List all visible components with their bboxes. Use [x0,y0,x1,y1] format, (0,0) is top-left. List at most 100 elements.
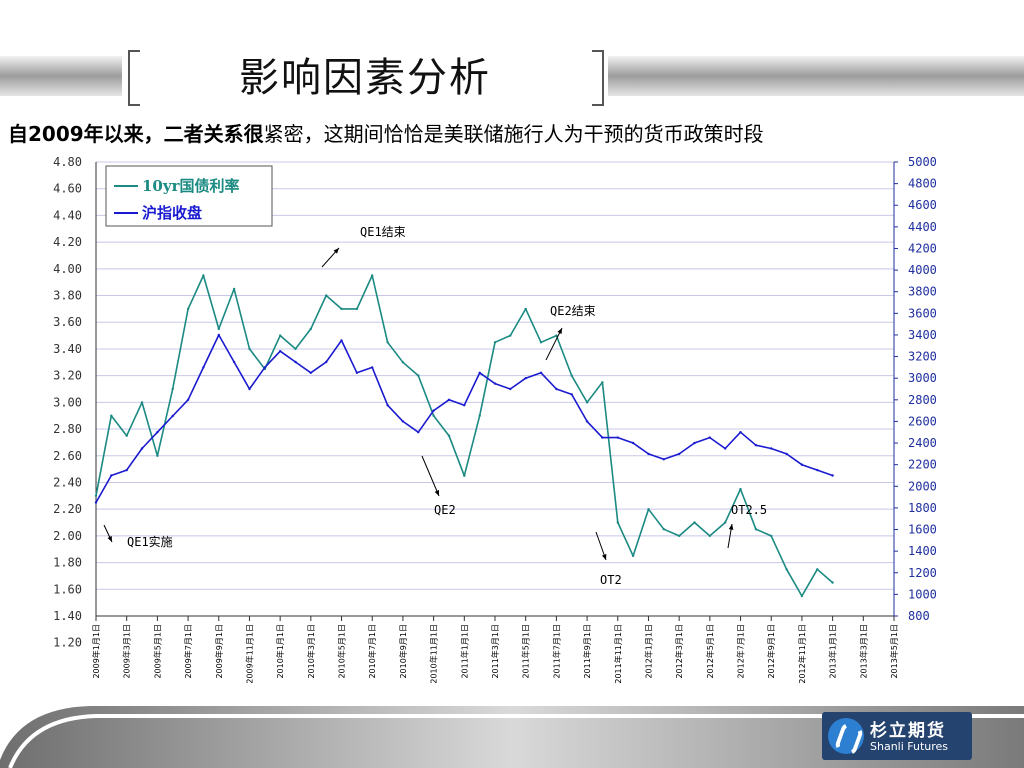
y-left-tick-label: 2.40 [53,475,82,489]
subtitle-bold: 自2009年以来，二者关系很 [8,122,264,146]
series-point [432,409,435,412]
series-point [662,528,665,531]
y-left-tick-label: 1.40 [53,609,82,623]
title-bracket-left [128,50,140,106]
series-point [217,333,220,337]
series-point [539,341,543,344]
y-left-tick-label: 2.60 [53,449,82,463]
series-line [95,334,833,503]
series-point [447,398,451,401]
x-tick-label: 2012年7月1日 [736,624,746,679]
y-right-tick-label: 2800 [908,393,937,407]
series-point [340,339,343,342]
y-left-tick-label: 3.00 [53,395,82,409]
slide-subtitle: 自2009年以来，二者关系很紧密，这期间恰恰是美联储施行人为干预的货币政策时段 [8,118,1018,147]
series-point [263,366,266,369]
y-right-tick-label: 1600 [908,523,937,537]
series-point [601,436,604,439]
series-point [693,441,696,445]
series-point [601,381,604,384]
series-point [125,468,128,472]
y-right-tick-label: 1000 [908,587,937,601]
annotation-label: QE2 [434,503,456,517]
series-point [401,361,405,364]
x-tick-label: 2011年11月1日 [613,624,623,684]
x-tick-label: 2011年9月1日 [582,624,592,679]
series-point [647,508,650,511]
x-tick-label: 2012年3月1日 [674,624,684,679]
x-tick-label: 2013年5月1日 [889,624,899,679]
series-point [417,374,420,377]
series-point [831,581,834,584]
series-point [355,307,359,311]
annotation-label: QE1实施 [127,534,173,549]
y-right-tick-label: 4000 [908,263,937,277]
series-point [770,534,773,538]
series-point [386,341,389,344]
series-point [340,307,343,311]
series-point [616,436,619,439]
x-tick-label: 2011年5月1日 [521,624,531,679]
series-point [754,444,758,447]
x-tick-label: 2011年3月1日 [490,624,500,679]
series-point [463,404,466,407]
series-point [585,401,589,404]
y-left-tick-label: 1.20 [53,636,82,650]
series-point [647,452,650,456]
series-point [386,404,389,407]
logo-chinese-name: 杉立期货 [870,721,946,741]
series-point [785,452,788,456]
series-point [309,327,312,331]
series-point [785,568,788,571]
y-right-tick-label: 2400 [908,436,937,450]
y-right-tick-label: 3200 [908,350,937,364]
y-left-tick-label: 3.20 [53,369,82,383]
annotation-label: OT2.5 [731,503,767,517]
slide-title: 影响因素分析 [239,55,491,101]
series-point [739,431,742,434]
x-tick-label: 2009年1月1日 [91,624,101,679]
series-point [417,431,420,434]
y-left-tick-label: 4.40 [53,208,82,222]
y-right-tick-label: 4600 [908,198,937,212]
y-right-tick-label: 3800 [908,285,937,299]
series-point [232,360,236,364]
y-right-tick-label: 4400 [908,220,937,234]
series-point [156,431,159,434]
series-point [401,420,405,423]
y-left-tick-label: 4.60 [53,182,82,196]
series-point [371,366,374,369]
x-tick-label: 2010年11月1日 [429,624,439,684]
series-point [555,387,558,391]
y-right-tick-label: 3000 [908,371,937,385]
series-point [708,436,711,439]
series-point [171,387,174,391]
series-point [279,350,282,353]
annotation-arrowhead [434,490,439,496]
annotation-label: OT2 [600,573,622,587]
x-tick-label: 2013年1月1日 [828,624,838,679]
series-point [94,501,98,504]
annotation-arrowhead [333,248,339,254]
x-tick-label: 2012年9月1日 [766,624,776,679]
series-point [816,568,819,571]
y-right-tick-label: 4800 [908,177,937,191]
legend-label: 沪指收盘 [142,204,202,222]
y-right-tick-label: 5000 [908,155,937,169]
series-point [294,360,297,364]
series-point [447,434,451,437]
series-point [800,594,804,598]
x-tick-label: 2013年3月1日 [858,624,868,679]
x-tick-label: 2012年5月1日 [705,624,715,679]
series-point [708,534,711,538]
series-point [325,360,328,364]
y-right-tick-label: 2200 [908,458,937,472]
series-point [509,334,512,337]
x-tick-label: 2012年11月1日 [797,624,807,684]
series-point [678,452,681,456]
series-point [509,387,512,391]
y-right-tick-label: 1800 [908,501,937,515]
series-point [294,347,297,351]
x-tick-label: 2011年7月1日 [551,624,561,679]
y-left-tick-label: 3.60 [53,315,82,329]
